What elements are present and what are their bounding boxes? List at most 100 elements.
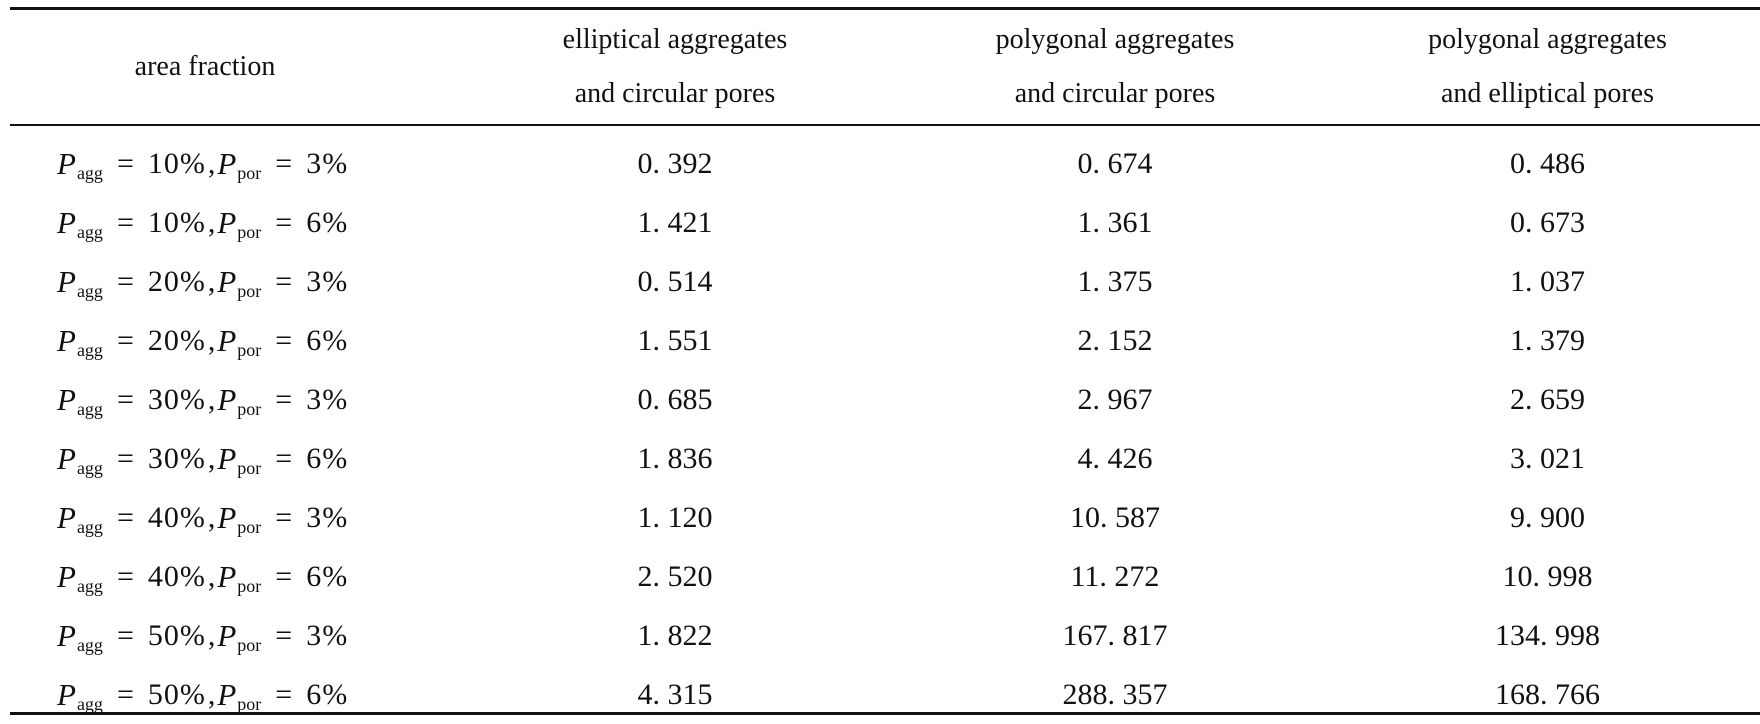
comma: , [207,205,216,239]
p-symbol: P [217,145,237,181]
header-area-fraction: area fraction [10,10,400,124]
por-subscript: por [237,517,262,537]
agg-subscript: agg [76,281,103,301]
value-cell: 0. 392 [637,146,713,180]
header-line: polygonal aggregates [1428,24,1667,55]
p-symbol: P [57,558,76,594]
p-symbol: P [217,322,237,358]
agg-fraction-value: 40% [147,559,206,593]
header-rule [10,124,1760,126]
comma: , [207,146,216,180]
agg-subscript: agg [76,576,103,596]
value-cell: 2. 967 [1077,382,1153,416]
header-polygonal-elliptical: polygonal aggregates and elliptical pore… [1335,10,1760,124]
value-cell: 288. 357 [1062,677,1168,711]
agg-subscript: agg [76,222,103,242]
p-symbol: P [217,499,237,535]
equals-sign: = [116,559,134,593]
value-cell: 2. 659 [1510,382,1585,416]
equals-sign: = [116,205,134,239]
equals-sign: = [116,441,134,475]
por-fraction-value: 6% [306,205,349,239]
p-symbol: P [57,617,76,653]
equals-sign: = [275,382,293,416]
value-cell: 134. 998 [1495,618,1600,652]
agg-subscript: agg [76,458,103,478]
value-cell: 0. 674 [1077,146,1153,180]
p-symbol: P [57,676,76,712]
agg-subscript: agg [76,399,103,419]
por-subscript: por [237,399,262,419]
por-subscript: por [237,281,262,301]
por-subscript: por [237,458,262,478]
equals-sign: = [275,264,293,298]
comma: , [207,264,216,298]
value-cell: 0. 514 [637,264,713,298]
equals-sign: = [116,618,134,652]
p-symbol: P [217,381,237,417]
agg-fraction-value: 20% [147,264,206,298]
header-line: polygonal aggregates [995,24,1235,55]
agg-fraction-value: 20% [147,323,206,357]
value-cell: 0. 685 [637,382,713,416]
por-subscript: por [237,576,262,596]
p-symbol: P [57,499,76,535]
value-cell: 168. 766 [1495,677,1600,711]
equals-sign: = [275,323,293,357]
value-cell: 1. 822 [637,618,713,652]
value-cell: 1. 421 [637,205,713,239]
por-fraction-value: 3% [306,382,349,416]
comma: , [207,500,216,534]
equals-sign: = [275,559,293,593]
por-fraction-value: 3% [306,618,349,652]
equals-sign: = [116,500,134,534]
value-cell: 1. 361 [1077,205,1153,239]
agg-subscript: agg [76,340,103,360]
equals-sign: = [275,205,293,239]
value-cell: 1. 379 [1510,323,1585,357]
equals-sign: = [275,441,293,475]
por-subscript: por [237,163,262,183]
comma: , [207,382,216,416]
p-symbol: P [57,204,76,240]
top-rule [10,7,1760,10]
comma: , [207,677,216,711]
p-symbol: P [217,676,237,712]
por-fraction-value: 3% [306,264,349,298]
value-cell: 1. 551 [637,323,713,357]
agg-subscript: agg [76,163,103,183]
p-symbol: P [57,381,76,417]
p-symbol: P [217,440,237,476]
p-symbol: P [217,617,237,653]
value-cell: 3. 021 [1510,441,1585,475]
por-subscript: por [237,340,262,360]
agg-fraction-value: 40% [147,500,206,534]
value-cell: 9. 900 [1510,500,1585,534]
value-cell: 1. 836 [637,441,713,475]
por-fraction-value: 6% [306,323,349,357]
agg-fraction-value: 30% [147,382,206,416]
por-fraction-value: 6% [306,559,349,593]
header-line: and circular pores [574,78,776,109]
value-cell: 4. 426 [1077,441,1153,475]
p-symbol: P [57,322,76,358]
header-line: and circular pores [1014,78,1216,109]
comma: , [207,441,216,475]
agg-fraction-value: 30% [147,441,206,475]
agg-fraction-value: 50% [147,677,206,711]
value-cell: 2. 152 [1077,323,1153,357]
